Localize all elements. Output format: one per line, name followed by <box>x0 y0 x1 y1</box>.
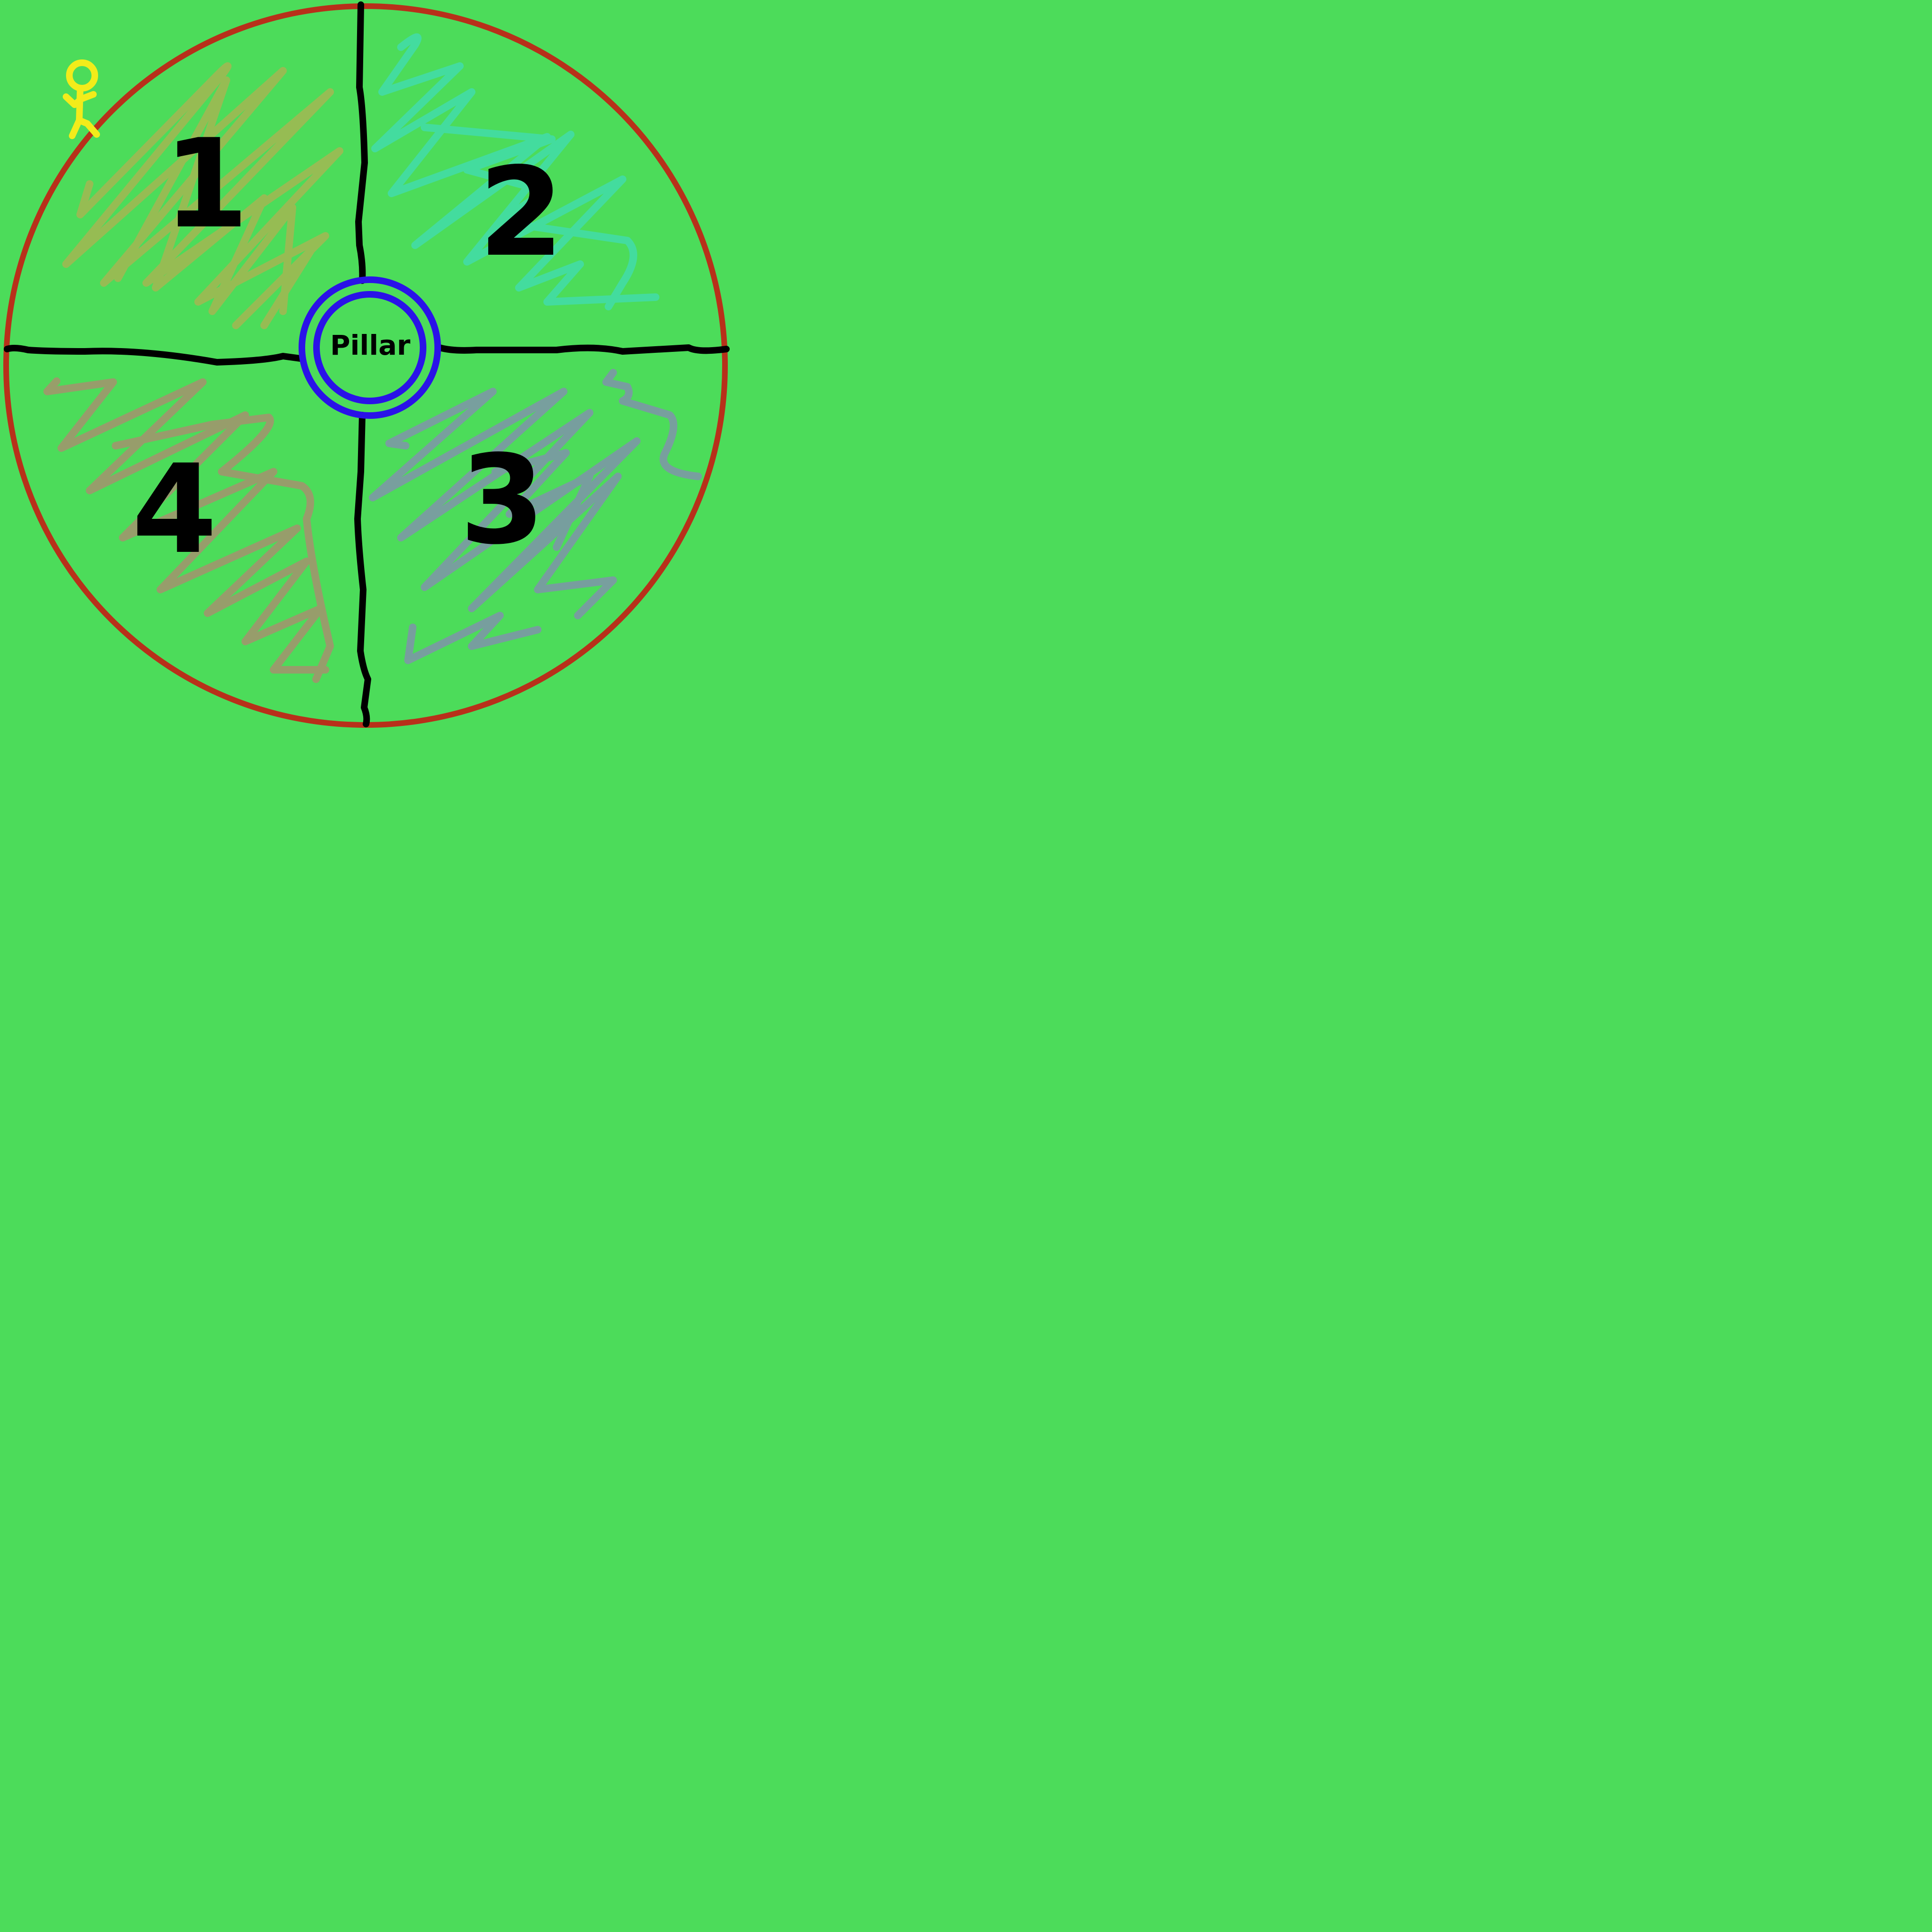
divider-top <box>355 1 368 284</box>
section-1-scribble <box>62 62 343 329</box>
divider-right <box>436 344 730 355</box>
stick-figure-icon <box>63 59 100 139</box>
pillar-outer-ring <box>299 276 441 419</box>
section-label-1: 1 <box>164 113 249 256</box>
section-label-4: 4 <box>132 439 217 581</box>
background <box>0 0 740 740</box>
arena-diagram: Pillar 1 2 3 4 <box>0 0 740 740</box>
dividers <box>4 1 730 727</box>
section-2-scribble <box>371 33 659 310</box>
section-3-scribble <box>369 369 702 664</box>
pillar-label: Pillar <box>330 329 410 361</box>
pillar-inner-ring <box>313 291 426 404</box>
pillar: Pillar <box>299 276 441 419</box>
divider-bottom <box>354 412 371 727</box>
divider-left <box>4 344 303 366</box>
section-4-scribble <box>43 377 334 683</box>
section-label-2: 2 <box>479 142 564 284</box>
section-label-3: 3 <box>460 429 545 572</box>
map-canvas: Pillar 1 2 3 4 <box>0 0 740 740</box>
